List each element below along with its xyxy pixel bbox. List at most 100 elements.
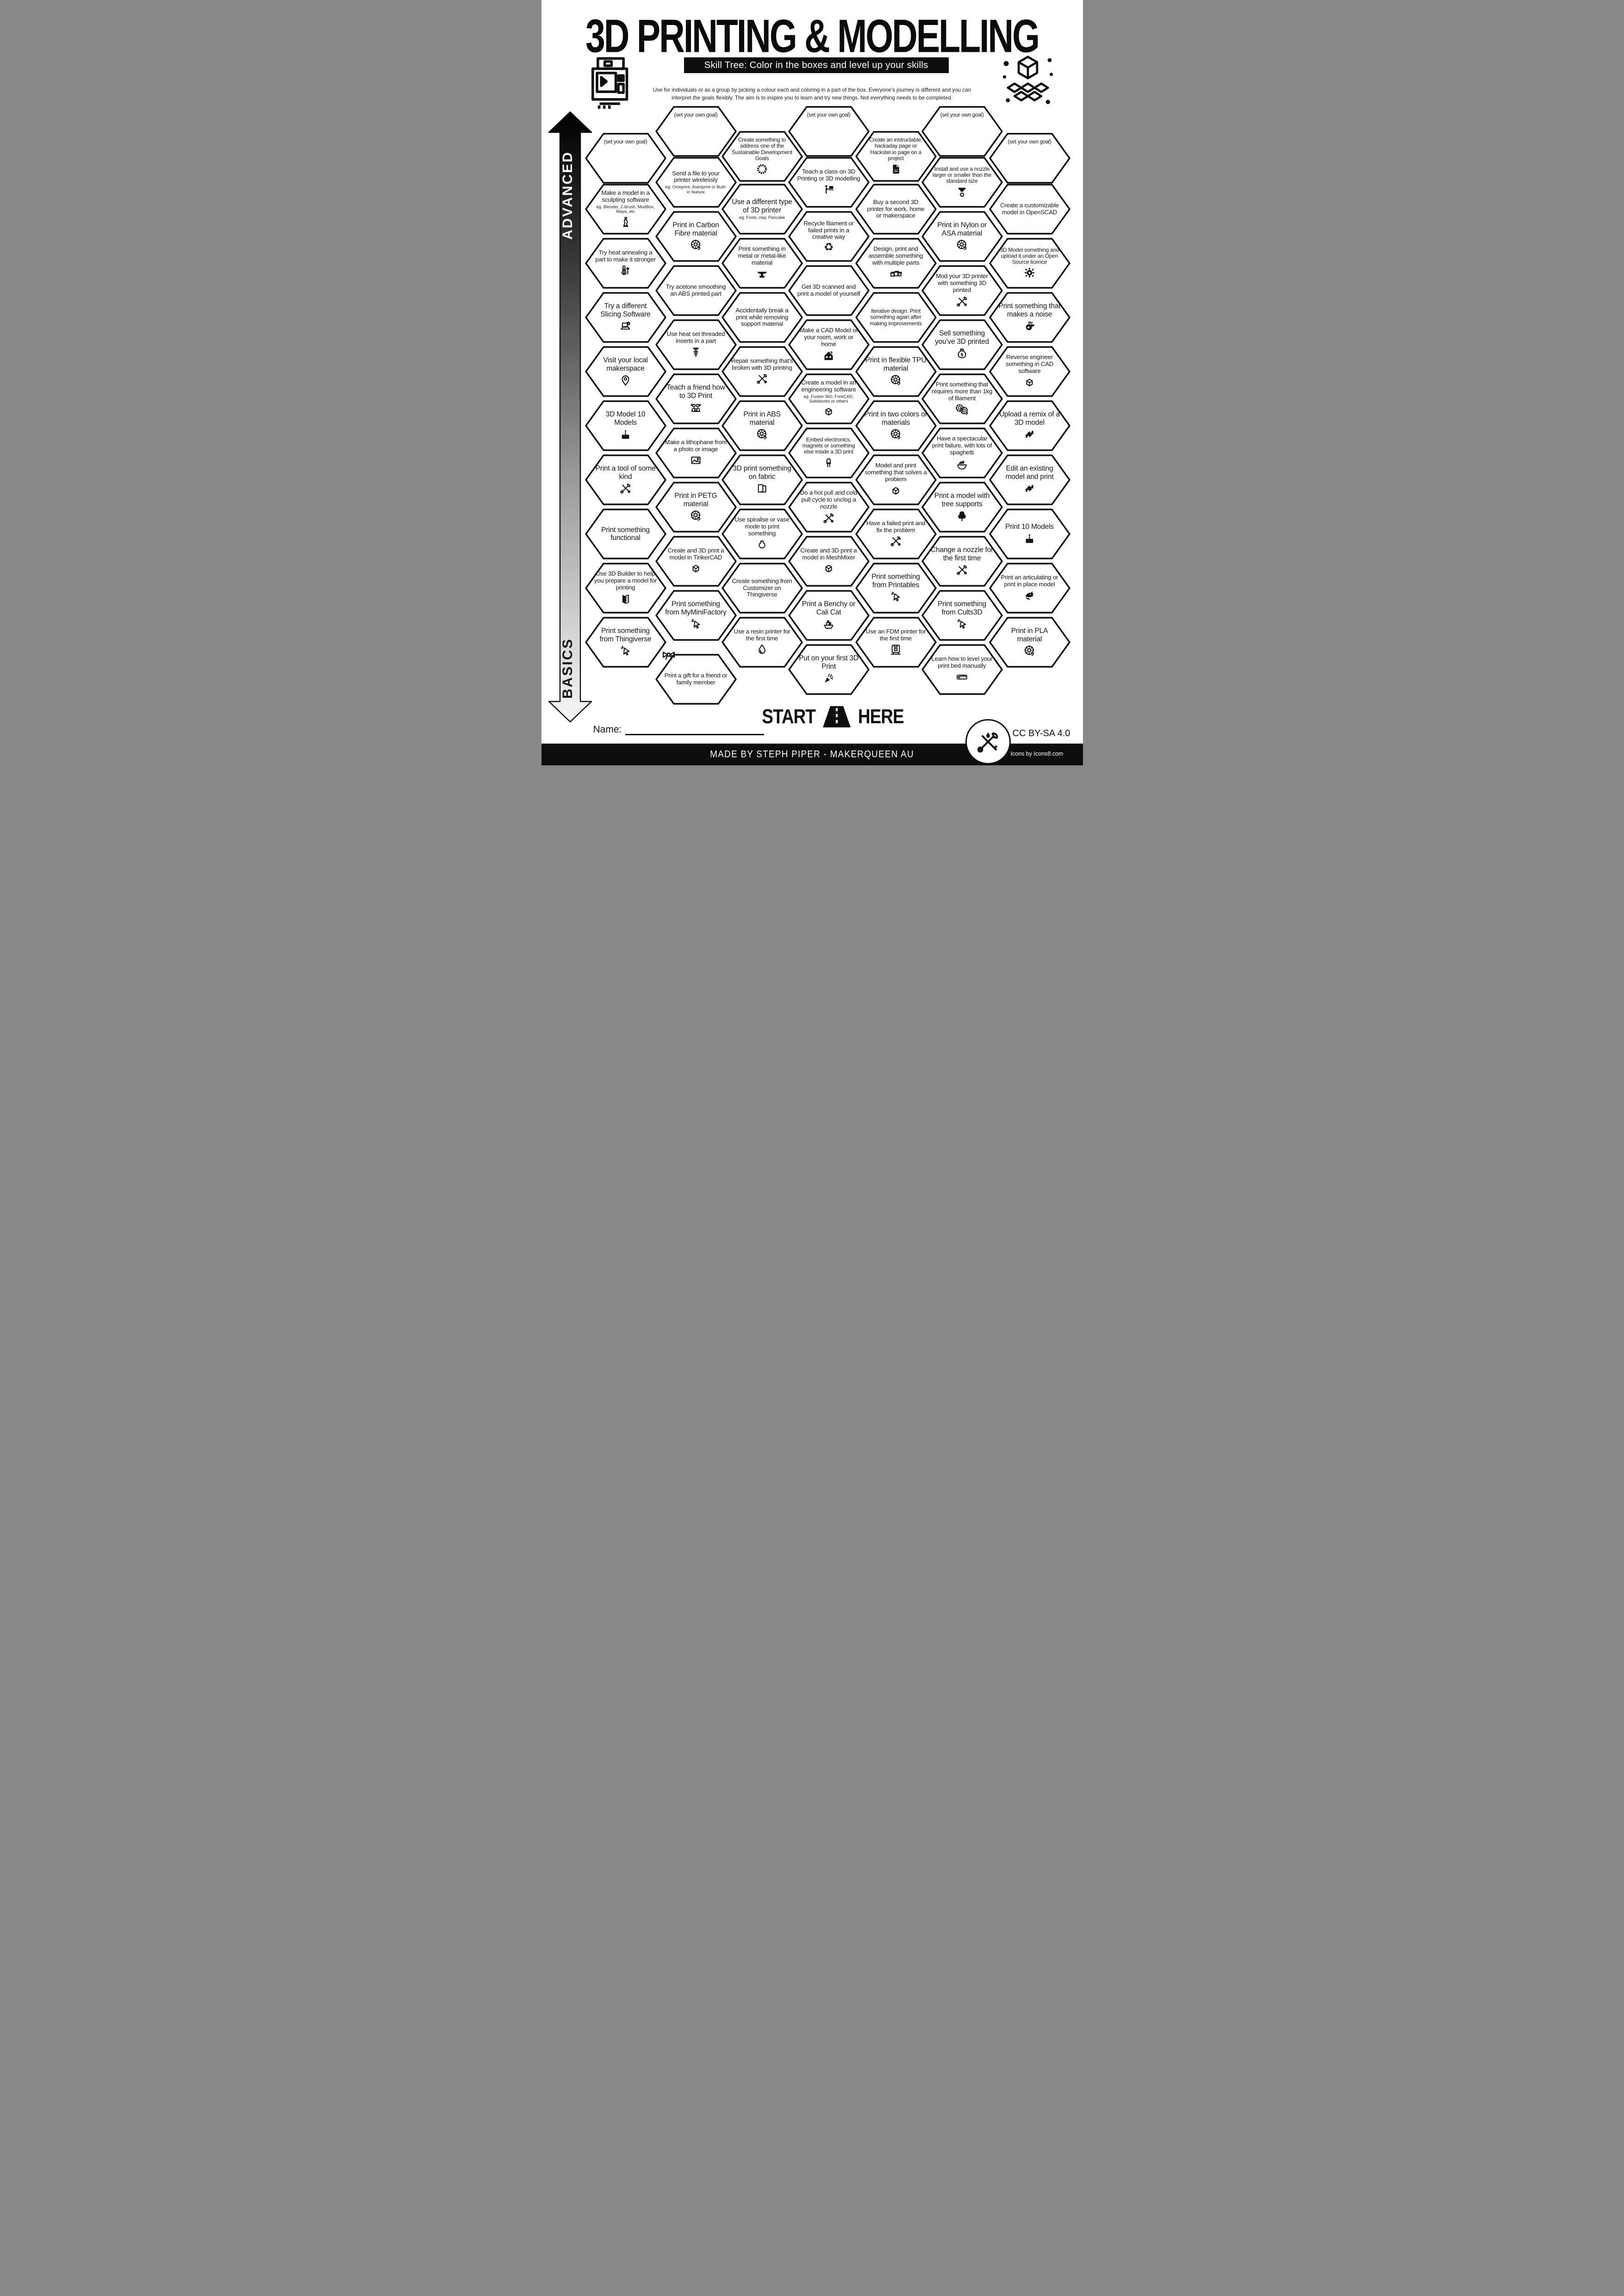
hex-3d-model-something-and-upload-it-u[interactable]: 3D Model something and upload it under a… [989, 237, 1070, 289]
hex-label: 3D Model 10 Models [605, 410, 646, 427]
hex-use-a-different-type-of-3d-printer[interactable]: Use a different type of 3D printer eg. Fo… [721, 183, 803, 235]
hex-label: Try acetone smoothing an ABS printed par… [666, 283, 726, 297]
hex-use-3d-builder-to-help-you-prepare[interactable]: Use 3D Builder to help you prepare a mod… [585, 562, 666, 614]
hex-create-a-model-in-an-engineering-s[interactable]: Create a model in an engineering softwar… [788, 373, 870, 425]
hex-print-in-nylon-or-asa-material[interactable]: Print in Nylon or ASA material [921, 211, 1003, 262]
hex-teach-a-class-on-3d-printing-or-3d[interactable]: Teach a class on 3D Printing or 3D model… [788, 156, 870, 208]
hex-upload-a-remix-of-a-3d-model[interactable]: Upload a remix of a 3D model [989, 400, 1070, 452]
hex-print-a-benchy-or-cali-cat[interactable]: Print a Benchy or Cali Cat [788, 590, 870, 641]
thermo-icon [619, 264, 632, 277]
hex-sell-something-you-ve-3d-printed[interactable]: Sell something you've 3D printed [921, 319, 1003, 371]
hex-print-an-articulating-or-print-in-[interactable]: Print an articulating or print in place … [989, 562, 1070, 614]
hex-mod-your-3d-printer-with-something[interactable]: Mod your 3D printer with something 3D pr… [921, 265, 1003, 316]
remix-icon [1023, 482, 1036, 495]
hex-create-something-to-address-one-of[interactable]: Create something to address one of the S… [721, 130, 803, 182]
hex-print-in-pla-material[interactable]: Print in PLA material [989, 616, 1070, 668]
hex-model-and-print-something-that-sol[interactable]: Model and print something that solves a … [855, 454, 937, 506]
hex-label: Print something from Cults3D [938, 600, 986, 616]
hex-set-your-own-goal-909[interactable]: (set your own goal) [921, 105, 1003, 157]
hex-outline [855, 238, 937, 289]
hex-use-a-resin-printer-for-the-first-[interactable]: Use a resin printer for the first time [721, 616, 803, 668]
hex-send-a-file-to-your-printer-wirele[interactable]: Send a file to your printer wirelessly eg… [655, 156, 737, 208]
cube-icon [822, 562, 835, 575]
hex-print-something-that-requires-more[interactable]: Print something that requires more than … [921, 373, 1003, 425]
hex-put-on-your-first-3d-print[interactable]: Put on your first 3D Print [788, 644, 870, 695]
hex-print-a-model-with-tree-supports[interactable]: Print a model with tree supports [921, 481, 1003, 533]
hex-get-3d-scanned-and-print-a-model-o[interactable]: Get 3D scanned and print a model of your… [788, 265, 870, 316]
hex-print-something-from-thingiverse[interactable]: Print something from Thingiverse [585, 616, 666, 668]
hex-3d-print-something-on-fabric[interactable]: 3D print something on fabric [721, 454, 803, 506]
hex-set-your-own-goal-182[interactable]: (set your own goal) [585, 132, 666, 184]
hex-print-in-two-colors-or-materials[interactable]: Print in two colors or materials [855, 400, 937, 452]
hex-outline [788, 106, 870, 157]
hex-print-in-abs-material[interactable]: Print in ABS material [721, 400, 803, 452]
hex-create-and-3d-print-a-model-in-mes[interactable]: Create and 3D print a model in MeshMixer [788, 535, 870, 587]
hex-print-something-from-printables[interactable]: Print something from Printables [855, 562, 937, 614]
hex-outline [585, 238, 666, 289]
hex-print-something-functional[interactable]: Print something functional [585, 508, 666, 560]
hex-print-something-that-makes-a-noise[interactable]: Print something that makes a noise [989, 292, 1070, 343]
hex-visit-your-local-makerspace[interactable]: Visit your local makerspace [585, 346, 666, 397]
hex-accidentally-break-a-print-while-r[interactable]: Accidentally break a print while removin… [721, 292, 803, 343]
hex-set-your-own-goal-1055[interactable]: (set your own goal) [989, 132, 1070, 184]
hex-set-your-own-goal-621[interactable]: (set your own goal) [788, 105, 870, 157]
hex-install-and-use-a-nozzle-larger-or[interactable]: Install and use a nozzle larger or small… [921, 156, 1003, 208]
hex-print-in-petg-material[interactable]: Print in PETG material [655, 481, 737, 533]
hex-design-print-and-assemble-somethin[interactable]: Design, print and assemble something wit… [855, 237, 937, 289]
hex-create-an-instructable-hackaday-pa[interactable]: Create an instructable, hackaday page or… [855, 130, 937, 182]
cube-icon [689, 562, 703, 575]
hex-change-a-nozzle-for-the-first-time[interactable]: Change a nozzle for the first time [921, 535, 1003, 587]
hex-label: Accidentally break a print while removin… [735, 306, 789, 328]
hex-embed-electronics-magnets-or-somet[interactable]: Embed electronics, magnets or something … [788, 427, 870, 479]
hex-label: Edit an existing model and print [1005, 465, 1054, 481]
cube-lattice-icon [1002, 56, 1053, 105]
hex-use-an-fdm-printer-for-the-first-t[interactable]: Use an FDM printer for the first time [855, 616, 937, 668]
start-here: START HERE [727, 705, 940, 728]
hex-reverse-engineer-something-in-cad-[interactable]: Reverse engineer something in CAD softwa… [989, 346, 1070, 397]
hex-outline [989, 292, 1070, 343]
hex-try-acetone-smoothing-an-abs-print[interactable]: Try acetone smoothing an ABS printed par… [655, 265, 737, 316]
hex-have-a-failed-print-and-fix-the-pr[interactable]: Have a failed print and fix the problem [855, 508, 937, 560]
hex-create-something-from-customizer-o[interactable]: Create something from Customizer on Thin… [721, 562, 803, 614]
hex-teach-a-friend-how-to-3d-print[interactable]: Teach a friend how to 3D Print [655, 373, 737, 425]
name-input-line[interactable] [625, 723, 765, 735]
hex-create-and-3d-print-a-model-in-tin[interactable]: Create and 3D print a model in TinkerCAD [655, 535, 737, 587]
hex-label: Use an FDM printer for the first time [865, 627, 926, 642]
hex-learn-how-to-level-your-print-bed-[interactable]: Learn how to level your print bed manual… [921, 644, 1003, 695]
hex-buy-a-second-3d-printer-for-work-h[interactable]: Buy a second 3D printer for work, home o… [855, 183, 937, 235]
hex-repair-something-that-s-broken-wit[interactable]: Repair something that's broken with 3D p… [721, 346, 803, 397]
hex-3d-model-10-models[interactable]: 3D Model 10 Models [585, 400, 666, 452]
hex-create-a-customizable-model-in-ope[interactable]: Create a customizable model in OpenSCAD [989, 183, 1070, 235]
hex-set-your-own-goal-334[interactable]: (set your own goal) [655, 105, 737, 157]
hex-make-a-model-in-a-sculpting-softwa[interactable]: Make a model in a sculpting software eg. … [585, 183, 666, 235]
hex-edit-an-existing-model-and-print[interactable]: Edit an existing model and print [989, 454, 1070, 506]
hex-print-something-in-metal-or-metal-[interactable]: Print something in metal or metal-like m… [721, 237, 803, 289]
hex-label: Design, print and assemble something wit… [868, 245, 923, 266]
hex-have-a-spectacular-print-failure-w[interactable]: Have a spectacular print failure, with l… [921, 427, 1003, 479]
hex-label: Embed electronics, magnets or something … [802, 436, 855, 455]
hex-print-10-models[interactable]: Print 10 Models [989, 508, 1070, 560]
hex-label: Buy a second 3D printer for work, home o… [867, 198, 925, 219]
hex-iterative-design-print-something-a[interactable]: Iterative design: Print something again … [855, 292, 937, 343]
hex-make-a-lithophane-from-a-photo-or-[interactable]: Make a lithophane from a photo or image [655, 427, 737, 479]
hex-use-heat-set-threaded-inserts-in-a[interactable]: Use heat set threaded inserts in a part [655, 319, 737, 371]
hex-try-a-different-slicing-software[interactable]: Try a different Slicing Software [585, 292, 666, 343]
hex-print-something-from-myminifactory[interactable]: Print something from MyMiniFactory [655, 590, 737, 641]
hex-make-a-cad-model-of-your-room-work[interactable]: Make a CAD Model of your room, work or h… [788, 319, 870, 371]
hex-print-a-gift-for-a-friend-or-famil[interactable]: Print a gift for a friend or family memb… [655, 653, 737, 705]
hex-label: Make a model in a sculpting software [601, 189, 650, 203]
hex-print-something-from-cults3d[interactable]: Print something from Cults3D [921, 590, 1003, 641]
hex-recycle-filament-or-failed-prints-[interactable]: Recycle filament or failed prints in a c… [788, 211, 870, 262]
hex-print-in-carbon-fibre-material[interactable]: Print in Carbon Fibre material [655, 211, 737, 262]
hex-print-a-tool-of-some-kind[interactable]: Print a tool of some kind [585, 454, 666, 506]
hex-label: 3D Model something and upload it under a… [1000, 246, 1059, 266]
hex-do-a-hot-pull-and-cold-pull-cycle-[interactable]: Do a hot pull and cold pull cycle to unc… [788, 481, 870, 533]
hex-label: Print in PETG material [674, 492, 717, 508]
tools-icon [889, 534, 902, 548]
gear-icon [1023, 266, 1036, 279]
hex-print-in-flexible-tpu-material[interactable]: Print in flexible TPU material [855, 346, 937, 397]
hex-outline [788, 428, 870, 478]
hex-use-spiralise-or-vase-mode-to-prin[interactable]: Use spiralise or vase mode to print some… [721, 508, 803, 560]
hex-try-heat-annealing-a-part-to-make-[interactable]: Try heat annealing a part to make it str… [585, 237, 666, 289]
hex-outline [989, 509, 1070, 559]
